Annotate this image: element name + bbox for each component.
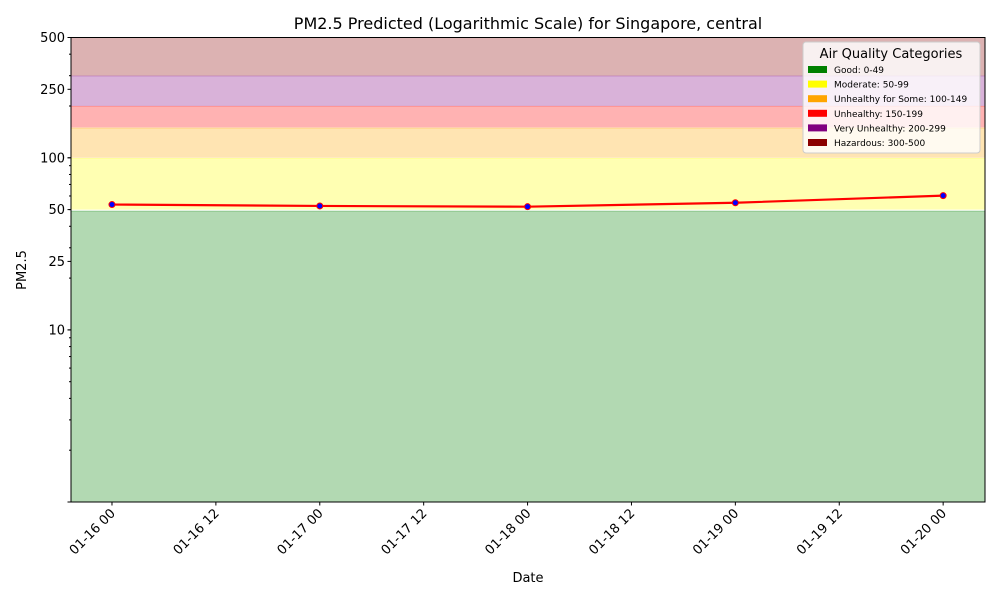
x-tick-label: 01-20 00 [898,506,950,558]
band-3 [71,106,985,128]
legend-swatch [808,139,827,146]
y-tick-label: 100 [40,151,65,166]
y-tick-label: 10 [48,323,65,338]
data-point [939,192,947,200]
x-tick-label: 01-16 00 [67,506,119,558]
x-tick-label: 01-19 00 [690,506,742,558]
data-point [524,203,532,211]
legend-swatch [808,124,827,132]
legend-title: Air Quality Categories [820,47,963,62]
y-axis: 10 25 50 100 250 500 [40,31,71,503]
y-tick-label: 250 [40,83,65,98]
x-axis-label: Date [512,571,543,586]
legend-swatch [808,80,827,88]
chart-title: PM2.5 Predicted (Logarithmic Scale) for … [294,14,762,33]
legend: Air Quality Categories Good: 0-49 Moderat… [802,41,981,154]
legend-label: Unhealthy for Some: 100-149 [834,95,967,105]
x-tick-label: 01-18 12 [586,506,638,558]
series-group [108,192,947,211]
data-point [108,201,116,209]
y-axis-label: PM2.5 [15,250,30,290]
legend-label: Good: 0-49 [834,66,884,76]
legend-label: Very Unhealthy: 200-299 [834,124,946,134]
data-point [316,202,324,210]
x-tick-label: 01-16 12 [171,506,223,558]
legend-box [802,41,981,154]
x-axis: 01-16 00 01-16 12 01-17 00 01-17 12 01-18 00… [67,502,950,558]
legend-swatch [808,95,827,103]
y-tick-label: 500 [40,31,65,46]
data-point [731,199,739,207]
legend-label: Unhealthy: 150-199 [834,110,923,120]
legend-label: Moderate: 50-99 [834,81,909,91]
x-tick-label: 01-17 00 [275,506,327,558]
y-tick-label: 25 [48,255,65,270]
x-tick-label: 01-19 12 [794,506,846,558]
x-tick-label: 01-17 12 [379,506,431,558]
legend-label: Hazardous: 300-500 [834,139,925,149]
band-0 [71,211,985,502]
legend-swatch [808,109,827,117]
x-tick-label: 01-18 00 [482,506,534,558]
band-1 [71,158,985,210]
y-tick-label: 50 [48,203,65,218]
legend-swatch [808,66,827,73]
